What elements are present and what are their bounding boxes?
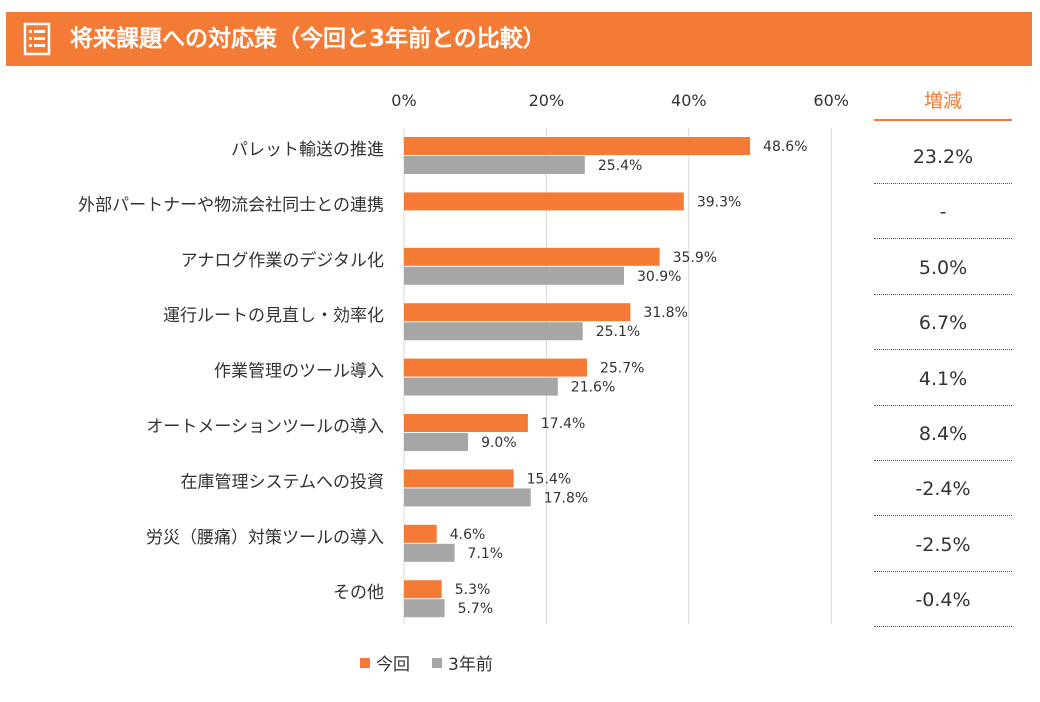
- bar-previous: [404, 543, 455, 562]
- diff-cell: 5.0%: [874, 241, 1012, 295]
- data-label-current: 48.6%: [763, 139, 807, 155]
- diff-cell: 23.2%: [874, 130, 1012, 184]
- diff-cell: -0.4%: [874, 573, 1012, 628]
- data-label-previous: 25.1%: [596, 324, 640, 340]
- legend-label-previous: 3年前: [448, 655, 493, 675]
- x-tick-label: 40%: [671, 91, 707, 110]
- x-tick-label: 0%: [391, 91, 416, 110]
- data-label-current: 35.9%: [673, 250, 717, 266]
- x-tick-label: 60%: [813, 91, 849, 110]
- bar-current: [404, 192, 684, 211]
- category-label: オートメーションツールの導入: [146, 417, 384, 437]
- page-title: 将来課題への対応策（今回と3年前との比較）: [70, 26, 546, 52]
- bar-current: [404, 580, 442, 599]
- data-label-previous: 25.4%: [598, 158, 642, 174]
- bar-previous: [404, 377, 558, 396]
- diff-cell: -: [874, 185, 1012, 240]
- data-label-current: 31.8%: [643, 305, 687, 321]
- legend-swatch-previous: [432, 657, 442, 668]
- data-label-previous: 9.0%: [481, 435, 517, 451]
- category-label: 労災（腰痛）対策ツールの導入: [146, 528, 384, 548]
- bar-previous: [404, 433, 469, 451]
- data-label-previous: 30.9%: [637, 269, 681, 285]
- bar-current: [404, 358, 587, 377]
- category-label: 作業管理のツール導入: [214, 362, 384, 382]
- bar-previous: [404, 322, 583, 341]
- data-label-current: 15.4%: [527, 471, 571, 487]
- bar-current: [404, 524, 437, 543]
- data-label-current: 5.3%: [455, 582, 491, 598]
- data-label-previous: 7.1%: [468, 546, 504, 562]
- header-bar: 将来課題への対応策（今回と3年前との比較）: [6, 12, 1032, 66]
- bar-previous: [404, 156, 585, 174]
- category-label: 運行ルートの見直し・効率化: [163, 306, 384, 326]
- diff-cell: -2.5%: [874, 518, 1012, 572]
- x-tick-label: 20%: [529, 91, 565, 110]
- legend-item-current: 今回: [360, 650, 410, 675]
- legend: 今回 3年前: [360, 650, 493, 675]
- list-document-icon: [23, 22, 51, 56]
- bar-current: [404, 137, 751, 155]
- category-label: その他: [333, 583, 384, 603]
- diff-cell: 6.7%: [874, 296, 1012, 351]
- diff-cell: -2.4%: [874, 462, 1012, 517]
- data-label-current: 17.4%: [541, 416, 585, 432]
- diff-column-header: 増減: [874, 86, 1012, 121]
- bar-current: [404, 414, 528, 432]
- bar-previous: [404, 488, 531, 507]
- category-label: パレット輸送の推進: [231, 140, 384, 160]
- bar-current: [404, 247, 660, 266]
- bar-current: [404, 303, 631, 322]
- data-label-current: 25.7%: [600, 361, 644, 377]
- diff-cell: 4.1%: [874, 352, 1012, 406]
- bar-previous: [404, 599, 445, 618]
- legend-item-previous: 3年前: [432, 650, 493, 675]
- data-label-previous: 17.8%: [544, 490, 588, 506]
- data-label-current: 4.6%: [450, 527, 486, 543]
- category-label: アナログ作業のデジタル化: [181, 250, 384, 271]
- data-label-previous: 5.7%: [458, 601, 494, 617]
- data-label-current: 39.3%: [697, 194, 741, 210]
- data-label-previous: 21.6%: [571, 380, 615, 396]
- category-label: 在庫管理システムへの投資: [181, 472, 385, 492]
- bar-current: [404, 469, 514, 488]
- diff-cell: 8.4%: [874, 407, 1012, 461]
- legend-swatch-current: [360, 657, 370, 668]
- legend-label-current: 今回: [376, 655, 410, 675]
- bar-previous: [404, 266, 625, 285]
- category-label: 外部パートナーや物流会社同士との連携: [78, 195, 384, 215]
